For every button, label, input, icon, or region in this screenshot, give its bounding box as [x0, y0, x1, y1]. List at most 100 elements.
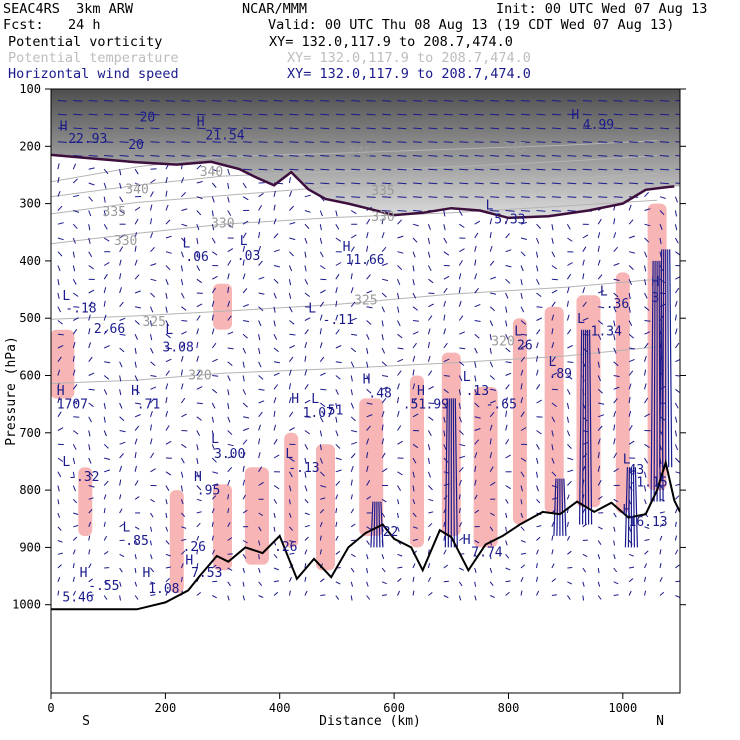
wind-vector — [165, 358, 172, 363]
wind-vector — [582, 141, 592, 143]
wind-vector — [196, 549, 199, 555]
wind-vector — [412, 526, 418, 529]
wind-vector — [397, 397, 399, 404]
wind-vector — [536, 430, 542, 435]
wind-vector — [288, 499, 291, 505]
wind-vector — [288, 177, 291, 184]
wind-vector — [288, 397, 292, 404]
wind-vector — [196, 457, 199, 464]
annotation-label: -.13 — [288, 461, 319, 476]
wind-vector — [73, 306, 80, 308]
wind-vector — [196, 113, 206, 116]
annotation-label: H — [343, 240, 351, 255]
wind-vector — [597, 554, 601, 560]
model-label: SEAC4RS 3km ARW — [3, 1, 134, 17]
wind-vector — [520, 100, 531, 102]
wind-vector — [520, 251, 526, 257]
wind-vector — [181, 192, 186, 198]
wind-vector — [57, 320, 63, 325]
wind-vector — [489, 581, 494, 587]
wind-vector — [335, 262, 342, 266]
wind-vector — [490, 400, 496, 404]
wind-vector — [320, 168, 330, 171]
wind-vector — [613, 155, 623, 157]
wind-vector — [335, 457, 342, 461]
wind-vector — [350, 465, 354, 472]
wind-vector — [458, 466, 464, 473]
wind-vector — [181, 512, 186, 518]
wind-vector — [72, 549, 76, 555]
wind-vector — [427, 265, 432, 272]
wind-vector — [566, 595, 571, 600]
wind-vector — [397, 127, 407, 130]
wind-vector — [304, 536, 309, 541]
wind-vector — [258, 466, 263, 473]
wind-vector — [366, 361, 369, 368]
wind-vector — [443, 210, 446, 217]
wind-vector — [335, 237, 342, 242]
annotation-label: H — [571, 108, 579, 123]
wind-vector — [551, 168, 561, 171]
wind-vector — [551, 155, 561, 157]
wind-vector — [57, 411, 62, 418]
wind-vector — [381, 361, 387, 367]
wind-vector — [628, 383, 632, 390]
wind-vector — [181, 208, 188, 211]
wind-vector — [520, 237, 527, 240]
wind-vector — [567, 237, 573, 242]
wind-vector — [212, 358, 218, 363]
annotation-label: 2.66 — [94, 322, 125, 337]
y-tick-label: 900 — [19, 540, 41, 554]
wind-vector — [566, 314, 570, 321]
wind-vector — [211, 416, 214, 423]
wind-vector — [119, 210, 125, 215]
wind-vector — [196, 485, 202, 491]
wind-vector — [211, 430, 214, 437]
wind-vector — [304, 194, 311, 198]
wind-vector — [428, 511, 434, 514]
wind-vector — [72, 471, 75, 478]
wind-vector — [674, 342, 680, 349]
wind-vector — [119, 441, 126, 445]
updraft-vector — [444, 398, 448, 548]
isentrope-345 — [51, 140, 658, 183]
annotation-label: -.18 — [65, 302, 96, 317]
wind-vector — [536, 141, 546, 143]
wind-vector — [196, 402, 203, 405]
wind-vector — [443, 251, 450, 256]
wind-vector — [72, 237, 76, 244]
wind-vector — [644, 265, 647, 272]
annotation-label: 3 — [651, 291, 659, 306]
wind-vector — [119, 494, 122, 500]
wind-vector — [135, 141, 145, 143]
wind-vector — [382, 141, 392, 143]
wind-vector — [57, 333, 64, 336]
wind-vector — [536, 485, 539, 492]
wind-vector — [304, 237, 308, 244]
wind-vector — [273, 438, 278, 445]
wind-vector — [165, 383, 169, 390]
wind-vector — [103, 402, 106, 409]
annotation-label: -.32 — [68, 470, 99, 485]
wind-vector — [72, 498, 78, 504]
wind-vector — [505, 540, 508, 546]
wind-vector — [273, 372, 280, 376]
wind-vector — [490, 113, 500, 116]
wind-vector — [319, 237, 323, 244]
wind-vector — [258, 127, 268, 130]
wind-vector — [567, 457, 574, 461]
wind-vector — [57, 512, 61, 518]
wind-vector — [227, 537, 233, 541]
wind-vector — [243, 155, 253, 157]
wind-vector — [319, 402, 326, 408]
wind-vector — [397, 526, 400, 532]
wind-vector — [644, 563, 648, 569]
wind-vector — [443, 549, 447, 555]
wind-vector — [536, 563, 538, 569]
wind-vector — [536, 342, 539, 349]
wind-vector — [335, 196, 345, 198]
wind-vector — [134, 259, 138, 266]
wind-vector — [258, 347, 261, 354]
wind-vector — [520, 564, 526, 569]
wind-vector — [551, 314, 555, 321]
